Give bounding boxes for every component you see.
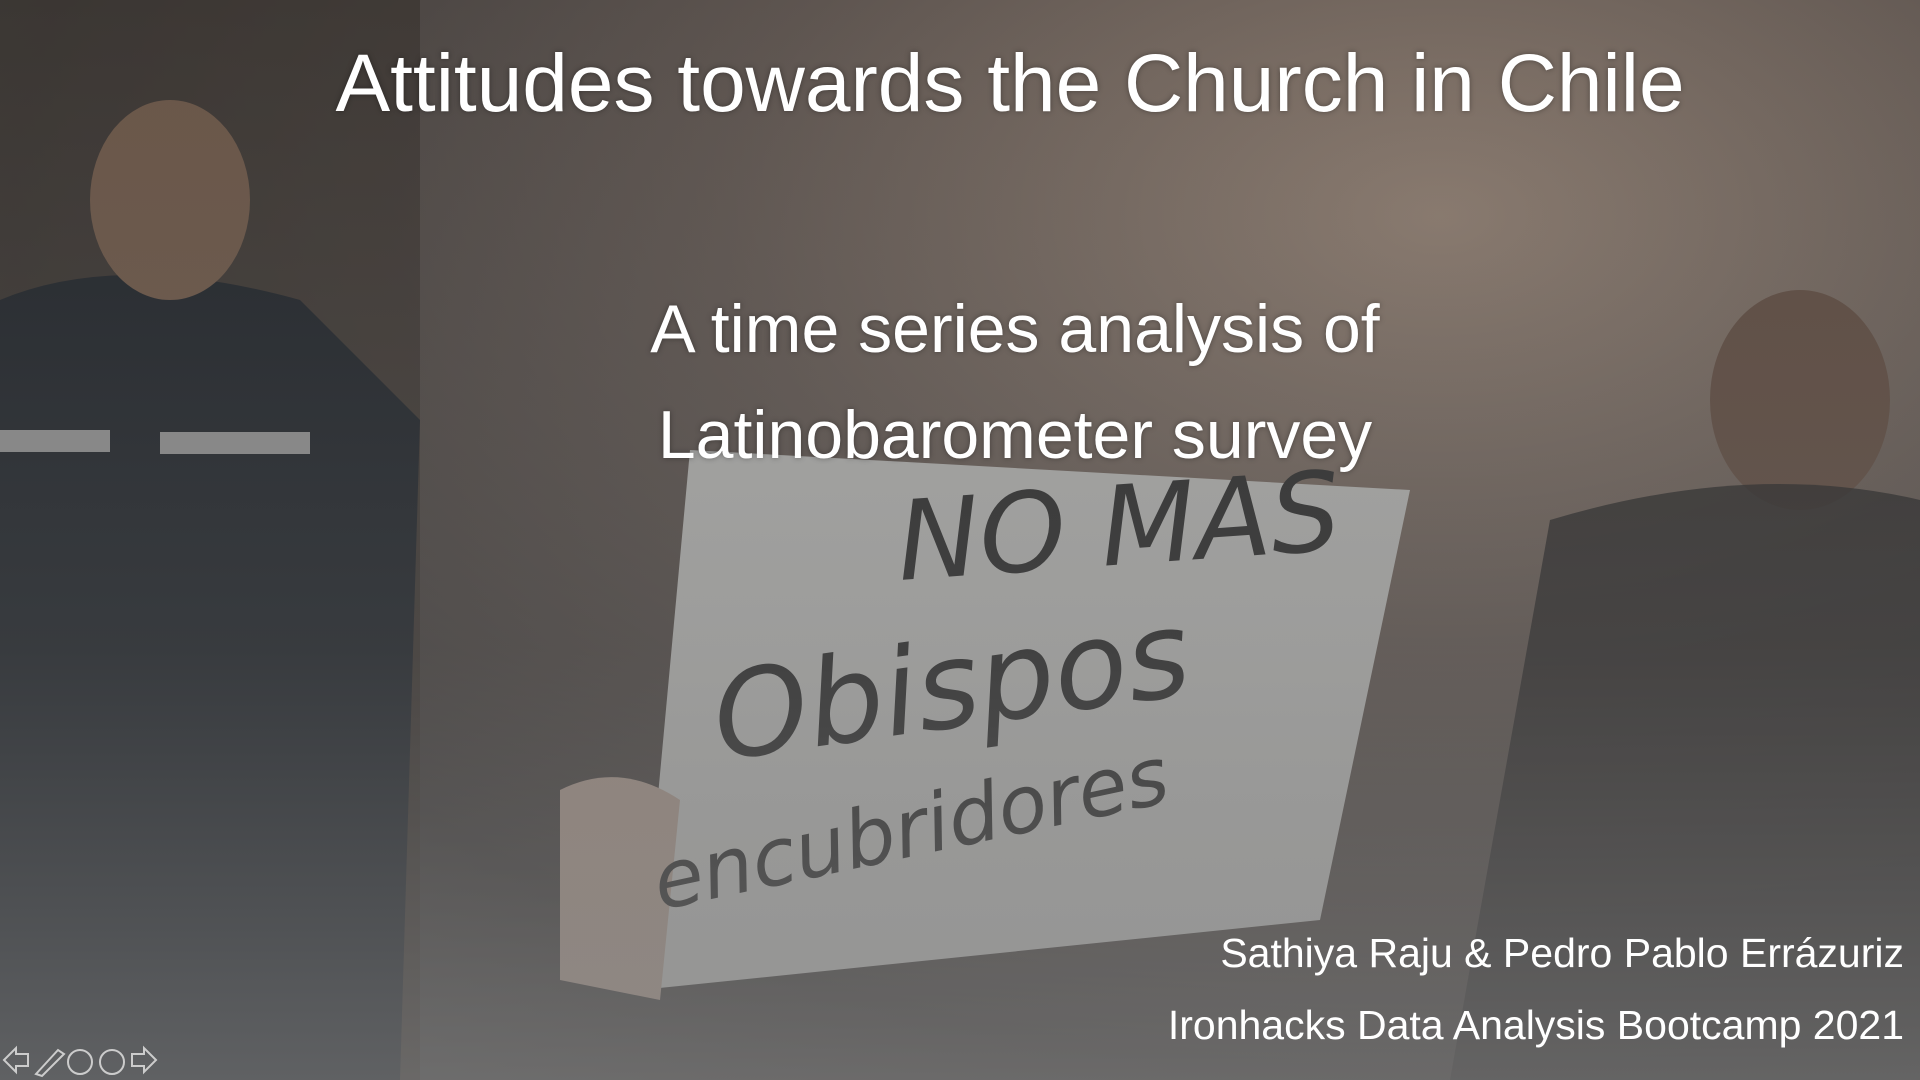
next-button[interactable]: [131, 1045, 158, 1075]
slide-subtitle: A time series analysis of Latinobaromete…: [650, 291, 1380, 473]
authors: Sathiya Raju & Pedro Pablo Errázuriz: [1220, 930, 1904, 976]
slides-button[interactable]: [67, 1049, 93, 1075]
slide-title: Attitudes towards the Church in Chile: [335, 38, 1685, 129]
event: Ironhacks Data Analysis Bootcamp 2021: [1167, 1002, 1904, 1048]
previous-button[interactable]: [2, 1045, 29, 1075]
slideshow-controls: [2, 1045, 158, 1078]
pen-button[interactable]: [34, 1048, 66, 1078]
more-button[interactable]: [99, 1049, 125, 1075]
